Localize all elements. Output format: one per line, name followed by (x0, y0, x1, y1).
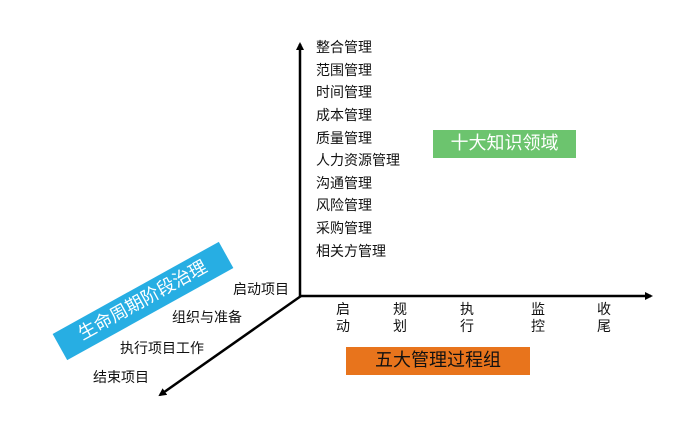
process-groups-label: 五大管理过程组 (346, 347, 530, 375)
knowledge-area: 风险管理 (316, 198, 372, 214)
diagonal-axis (158, 294, 302, 397)
process-group: 规划 (390, 302, 410, 336)
process-group: 监控 (528, 302, 548, 336)
knowledge-area: 采购管理 (316, 221, 372, 237)
knowledge-area: 质量管理 (316, 131, 372, 147)
process-group-char: 行 (460, 319, 474, 335)
knowledge-area: 时间管理 (316, 85, 372, 101)
process-group: 启动 (333, 302, 353, 336)
process-group-char: 执 (460, 302, 474, 318)
process-group-char: 划 (393, 319, 407, 335)
process-group: 执行 (457, 302, 477, 336)
process-group-char: 动 (336, 319, 350, 335)
process-group: 收尾 (594, 302, 614, 336)
lifecycle-stage: 执行项目工作 (120, 341, 204, 357)
process-group-char: 规 (393, 302, 407, 318)
knowledge-area: 范围管理 (316, 63, 372, 79)
process-group-char: 收 (597, 302, 611, 318)
knowledge-area: 整合管理 (316, 40, 372, 56)
knowledge-area: 人力资源管理 (316, 153, 400, 169)
lifecycle-stage: 结束项目 (93, 370, 149, 386)
lifecycle-stage: 启动项目 (233, 282, 289, 298)
knowledge-area: 沟通管理 (316, 176, 372, 192)
process-group-char: 尾 (597, 319, 611, 335)
process-group-char: 启 (336, 302, 350, 318)
process-group-char: 监 (531, 302, 545, 318)
process-group-char: 控 (531, 319, 545, 335)
knowledge-areas-label: 十大知识领域 (433, 130, 576, 158)
knowledge-area: 成本管理 (316, 108, 372, 124)
lifecycle-stage: 组织与准备 (172, 310, 242, 326)
knowledge-area: 相关方管理 (316, 244, 386, 260)
